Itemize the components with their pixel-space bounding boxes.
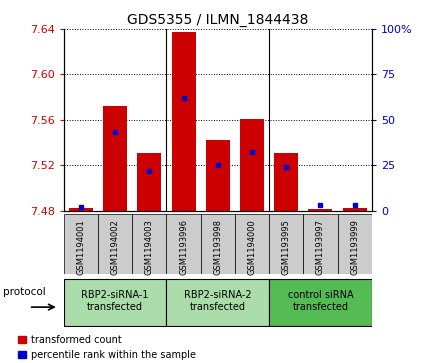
Bar — [201, 214, 235, 274]
Bar — [269, 214, 303, 274]
Text: GSM1193999: GSM1193999 — [350, 219, 359, 275]
Bar — [269, 279, 372, 326]
Bar — [308, 209, 333, 211]
Text: GSM1194000: GSM1194000 — [248, 219, 257, 275]
Bar — [206, 140, 230, 211]
Bar — [166, 214, 201, 274]
Title: GDS5355 / ILMN_1844438: GDS5355 / ILMN_1844438 — [127, 13, 308, 26]
Bar — [69, 208, 93, 211]
Legend: transformed count, percentile rank within the sample: transformed count, percentile rank withi… — [18, 335, 196, 360]
Bar — [166, 279, 269, 326]
Text: GSM1193998: GSM1193998 — [213, 219, 222, 275]
Bar — [137, 153, 161, 211]
Text: GSM1193996: GSM1193996 — [179, 219, 188, 275]
Bar — [303, 214, 337, 274]
Text: protocol: protocol — [3, 287, 46, 297]
Bar — [132, 214, 166, 274]
Bar — [240, 119, 264, 211]
Bar — [274, 153, 298, 211]
Bar — [98, 214, 132, 274]
Bar — [64, 279, 166, 326]
Text: control siRNA
transfected: control siRNA transfected — [288, 290, 353, 312]
Text: GSM1194002: GSM1194002 — [110, 219, 120, 275]
Bar — [235, 214, 269, 274]
Bar — [337, 214, 372, 274]
Bar — [103, 106, 127, 211]
Text: RBP2-siRNA-2
transfected: RBP2-siRNA-2 transfected — [184, 290, 252, 312]
Bar — [64, 214, 98, 274]
Bar — [172, 32, 195, 211]
Text: GSM1194001: GSM1194001 — [77, 219, 85, 275]
Text: GSM1193997: GSM1193997 — [316, 219, 325, 275]
Text: RBP2-siRNA-1
transfected: RBP2-siRNA-1 transfected — [81, 290, 149, 312]
Text: GSM1194003: GSM1194003 — [145, 219, 154, 275]
Text: GSM1193995: GSM1193995 — [282, 219, 291, 275]
Bar — [343, 208, 367, 211]
